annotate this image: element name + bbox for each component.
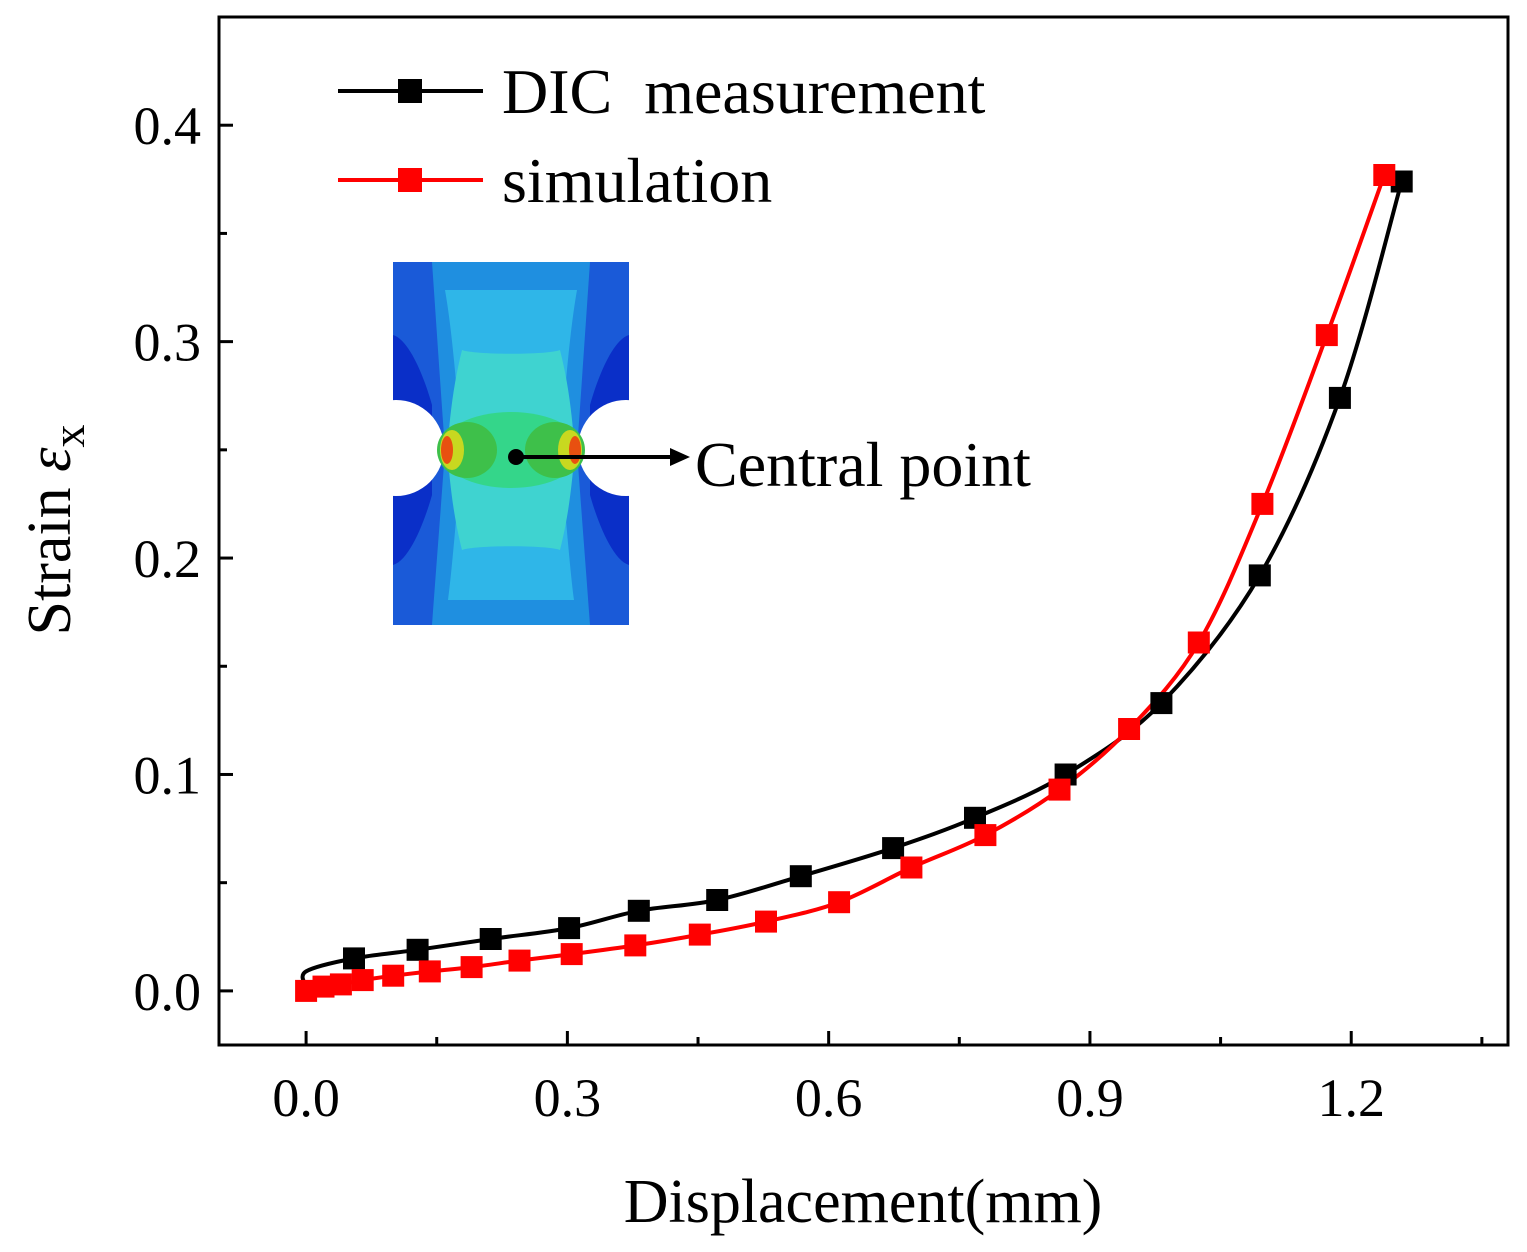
data-point-dic-6 (789, 865, 812, 888)
data-point-simulation-18 (1251, 492, 1274, 515)
data-point-dic-12 (1328, 386, 1351, 409)
data-point-dic-8 (964, 806, 986, 829)
data-point-simulation-5 (418, 960, 441, 983)
x-tick-label-0: 0.0 (272, 1068, 340, 1128)
x-tick-label-3: 0.9 (1056, 1068, 1124, 1128)
annotation-arrow-head (670, 448, 690, 466)
x-axis: 0.0 0.3 0.6 0.9 1.2 (272, 1031, 1484, 1128)
legend-label-dic: DIC measurement (502, 56, 986, 127)
data-point-simulation-17 (1187, 631, 1210, 654)
data-point-dic-11 (1248, 564, 1271, 587)
data-point-simulation-10 (688, 923, 711, 946)
y-tick-label-3: 0.3 (134, 313, 202, 373)
x-tick-label-4: 1.2 (1317, 1068, 1385, 1128)
data-point-simulation-11 (755, 910, 777, 933)
data-point-dic-0 (343, 947, 365, 970)
legend-marker-dic (398, 79, 422, 103)
y-tick-label-2: 0.2 (134, 529, 202, 589)
annotation-label: Central point (695, 429, 1031, 500)
data-point-dic-4 (627, 899, 650, 922)
legend-item-simulation: simulation (338, 145, 772, 216)
data-point-simulation-20 (1373, 164, 1396, 186)
x-axis-title: Displacement(mm) (624, 1168, 1103, 1236)
data-point-simulation-9 (624, 934, 647, 957)
data-point-dic-13 (1390, 170, 1413, 193)
y-tick-label-4: 0.4 (134, 96, 202, 156)
legend-marker-simulation (398, 168, 422, 192)
data-point-simulation-14 (974, 824, 997, 847)
data-point-dic-7 (882, 837, 905, 860)
y-tick-label-1: 0.1 (134, 745, 202, 805)
series-markers (295, 164, 1413, 1002)
data-point-simulation-3 (351, 969, 374, 992)
data-point-simulation-13 (900, 856, 923, 879)
fe-contour-inset (348, 262, 674, 625)
data-point-dic-3 (558, 917, 581, 940)
data-point-simulation-7 (508, 949, 531, 972)
data-point-simulation-8 (560, 943, 583, 966)
data-point-dic-5 (706, 889, 729, 911)
data-point-simulation-15 (1048, 778, 1071, 801)
data-point-simulation-19 (1315, 324, 1338, 347)
x-tick-label-2: 0.6 (795, 1068, 863, 1128)
central-point-annotation: Central point (508, 429, 1031, 500)
plot-frame (217, 15, 1510, 1047)
data-point-simulation-6 (460, 956, 483, 979)
data-point-simulation-2 (329, 973, 352, 996)
data-point-dic-1 (406, 938, 429, 961)
data-point-simulation-0 (295, 979, 318, 1002)
y-axis-title: Strain εx (16, 424, 94, 635)
data-point-simulation-4 (382, 964, 405, 987)
data-point-dic-2 (479, 928, 502, 950)
y-axis: 0.0 0.1 0.2 0.3 0.4 (134, 96, 233, 1022)
y-tick-label-0: 0.0 (134, 962, 202, 1022)
legend-item-dic: DIC measurement (338, 56, 986, 127)
legend: DIC measurement simulation (338, 56, 986, 216)
data-point-simulation-1 (312, 975, 335, 998)
data-point-simulation-12 (828, 891, 851, 914)
x-tick-label-1: 0.3 (534, 1068, 602, 1128)
data-point-dic-10 (1150, 692, 1173, 715)
legend-label-simulation: simulation (502, 145, 772, 216)
data-point-simulation-16 (1118, 718, 1141, 740)
